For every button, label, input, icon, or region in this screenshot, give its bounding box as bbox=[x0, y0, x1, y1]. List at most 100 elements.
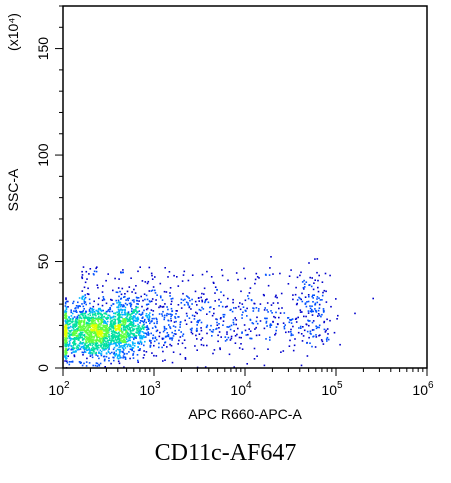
data-point bbox=[208, 311, 211, 313]
data-point bbox=[124, 309, 126, 311]
data-point bbox=[255, 307, 258, 309]
data-point bbox=[82, 266, 85, 268]
data-point bbox=[88, 318, 91, 320]
data-point bbox=[297, 331, 300, 334]
data-point bbox=[146, 326, 149, 329]
data-point bbox=[141, 311, 144, 314]
data-point bbox=[67, 345, 70, 348]
x-tick-label: 104 bbox=[230, 380, 252, 398]
data-point bbox=[89, 307, 92, 309]
data-point bbox=[124, 358, 127, 360]
data-point bbox=[136, 319, 139, 321]
data-point bbox=[311, 305, 313, 307]
data-point bbox=[284, 324, 286, 326]
data-point bbox=[147, 331, 149, 333]
data-point bbox=[91, 352, 94, 355]
data-point bbox=[317, 309, 320, 312]
data-point bbox=[106, 327, 108, 330]
data-point bbox=[70, 345, 73, 348]
data-point bbox=[163, 316, 166, 319]
data-point bbox=[104, 326, 106, 328]
data-point bbox=[78, 332, 81, 335]
data-point bbox=[76, 328, 79, 330]
data-point bbox=[112, 326, 115, 328]
data-point bbox=[122, 305, 124, 308]
data-point bbox=[121, 345, 123, 347]
data-point bbox=[98, 312, 101, 315]
data-point bbox=[169, 343, 171, 346]
data-point bbox=[67, 344, 69, 346]
data-point bbox=[64, 309, 67, 312]
data-point bbox=[200, 329, 203, 332]
data-point bbox=[315, 334, 317, 336]
data-point bbox=[87, 337, 89, 339]
data-point bbox=[290, 269, 292, 271]
data-point bbox=[255, 272, 258, 275]
data-point bbox=[323, 328, 326, 331]
data-point bbox=[97, 310, 100, 313]
data-point bbox=[109, 337, 111, 340]
data-point bbox=[118, 338, 121, 340]
data-point bbox=[99, 330, 102, 332]
data-point bbox=[90, 334, 93, 337]
data-point bbox=[234, 317, 236, 319]
data-point bbox=[303, 315, 305, 318]
data-point bbox=[69, 322, 71, 325]
data-point bbox=[79, 316, 82, 319]
data-point bbox=[147, 334, 150, 336]
data-point bbox=[178, 339, 180, 342]
data-point bbox=[86, 293, 89, 295]
data-point bbox=[219, 348, 221, 351]
data-point bbox=[95, 267, 97, 270]
data-point bbox=[239, 302, 241, 304]
data-point bbox=[98, 297, 100, 300]
data-point bbox=[121, 347, 124, 349]
data-point bbox=[325, 301, 328, 303]
data-point bbox=[126, 318, 128, 320]
data-point bbox=[121, 334, 124, 337]
data-point bbox=[81, 274, 84, 276]
data-point bbox=[154, 276, 156, 278]
data-point bbox=[143, 350, 145, 352]
data-point bbox=[89, 339, 91, 342]
data-point bbox=[164, 314, 166, 317]
data-point bbox=[139, 348, 141, 350]
data-point bbox=[299, 309, 302, 311]
data-point bbox=[131, 312, 133, 315]
data-point bbox=[115, 343, 117, 346]
data-point bbox=[105, 345, 108, 347]
data-point bbox=[71, 338, 73, 340]
data-point bbox=[104, 336, 107, 339]
data-point bbox=[75, 305, 78, 307]
data-point bbox=[101, 313, 104, 316]
data-point bbox=[87, 343, 90, 346]
data-point bbox=[127, 314, 129, 317]
data-point bbox=[134, 308, 137, 311]
data-point bbox=[82, 338, 85, 341]
data-point bbox=[141, 305, 143, 308]
data-point bbox=[92, 346, 94, 348]
data-point bbox=[112, 303, 114, 305]
data-point bbox=[247, 295, 249, 297]
data-point bbox=[83, 333, 86, 336]
data-point bbox=[289, 339, 291, 342]
data-point bbox=[226, 326, 228, 328]
data-point bbox=[126, 297, 129, 300]
data-point bbox=[117, 316, 120, 319]
data-point bbox=[177, 285, 180, 287]
data-point bbox=[111, 336, 114, 339]
data-point bbox=[85, 337, 88, 340]
data-point bbox=[158, 306, 160, 309]
data-point bbox=[135, 310, 138, 312]
data-point bbox=[126, 338, 128, 340]
plot-frame bbox=[62, 5, 428, 369]
data-point bbox=[143, 326, 146, 328]
data-point bbox=[306, 301, 308, 303]
data-point bbox=[200, 343, 203, 346]
data-point bbox=[326, 340, 328, 342]
data-point bbox=[94, 333, 97, 335]
data-point bbox=[81, 276, 83, 278]
data-point bbox=[123, 320, 125, 323]
data-point bbox=[95, 324, 98, 326]
data-point bbox=[233, 323, 235, 326]
